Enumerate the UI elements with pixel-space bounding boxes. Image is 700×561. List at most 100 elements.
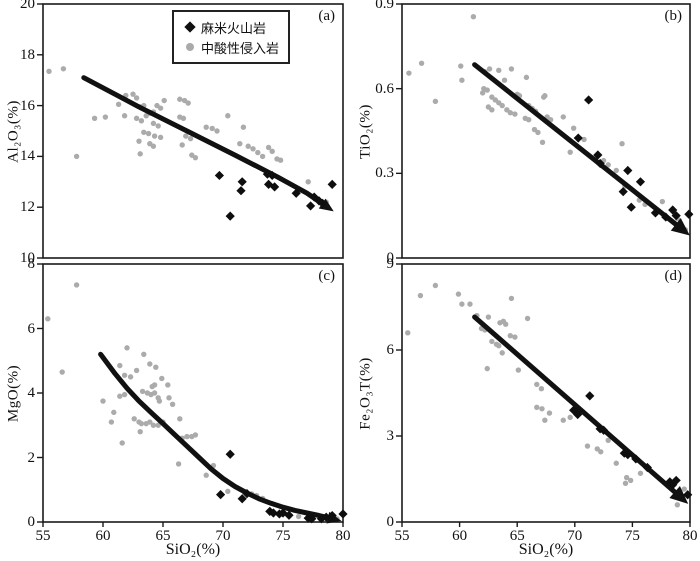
x-tick-label-d: 75 xyxy=(624,528,640,544)
data-point-intrusive xyxy=(507,109,513,116)
data-point-intrusive xyxy=(203,124,209,130)
data-point-intrusive xyxy=(166,395,172,401)
data-point-intrusive xyxy=(613,167,619,174)
data-point-intrusive xyxy=(180,115,187,122)
data-point-intrusive xyxy=(73,153,80,160)
data-point-intrusive xyxy=(560,417,566,423)
data-point-intrusive xyxy=(489,107,495,113)
data-point-volcanic xyxy=(642,462,652,473)
data-point-intrusive xyxy=(185,100,191,106)
legend-label: 麻米火山岩 xyxy=(201,20,267,36)
data-point-volcanic xyxy=(316,514,326,524)
panel-border-d xyxy=(401,263,691,523)
corner-label-a: (a) xyxy=(318,8,335,24)
data-point-intrusive xyxy=(151,133,158,139)
data-point-intrusive xyxy=(507,332,513,339)
data-point-intrusive xyxy=(192,432,199,438)
legend-item-volcanic: 麻米火山岩 xyxy=(183,17,280,37)
data-point-intrusive xyxy=(405,330,411,336)
corner-label-d: (d) xyxy=(664,268,683,284)
data-point-intrusive xyxy=(73,282,80,288)
data-point-intrusive xyxy=(150,120,157,127)
data-point-intrusive xyxy=(259,153,266,160)
data-point-intrusive xyxy=(524,315,531,322)
trend-arrowhead-d xyxy=(669,485,689,504)
data-point-intrusive xyxy=(560,114,566,120)
diamond-marker-icon xyxy=(183,21,197,33)
y-tick-label-d: 0 xyxy=(386,514,395,530)
data-point-intrusive xyxy=(136,138,142,144)
data-point-intrusive xyxy=(108,419,115,425)
data-point-intrusive xyxy=(538,386,545,392)
data-point-intrusive xyxy=(137,429,143,435)
x-tick-label-d: 55 xyxy=(394,528,410,544)
panel-border-b xyxy=(401,3,691,259)
y-tick-label-a: 20 xyxy=(20,0,35,12)
data-point-intrusive xyxy=(499,350,505,356)
data-point-intrusive xyxy=(192,154,199,161)
data-point-intrusive xyxy=(455,291,462,297)
x-tick-label-d: 65 xyxy=(509,528,525,544)
data-point-intrusive xyxy=(91,115,98,122)
y-tick-label-c: 8 xyxy=(27,256,36,272)
data-point-intrusive xyxy=(613,460,619,466)
data-point-intrusive xyxy=(459,77,465,83)
data-point-intrusive xyxy=(250,146,256,152)
data-point-volcanic xyxy=(585,391,595,401)
data-point-volcanic xyxy=(225,449,235,459)
data-point-intrusive xyxy=(659,198,666,205)
data-point-intrusive xyxy=(102,114,109,120)
x-axis-title-c: SiO₂(%) xyxy=(165,541,221,558)
data-point-intrusive xyxy=(484,87,490,93)
data-point-intrusive xyxy=(138,118,145,124)
data-point-intrusive xyxy=(598,449,604,455)
data-point-intrusive xyxy=(619,141,625,147)
data-point-volcanic xyxy=(214,170,224,181)
x-tick-label-c: 80 xyxy=(335,528,351,544)
data-point-intrusive xyxy=(508,295,515,302)
x-tick-label-c: 65 xyxy=(155,528,171,544)
data-point-intrusive xyxy=(139,388,146,395)
data-point-intrusive xyxy=(155,422,161,428)
data-point-volcanic xyxy=(623,450,633,460)
data-point-intrusive xyxy=(605,437,611,443)
data-point-intrusive xyxy=(459,301,465,307)
data-point-intrusive xyxy=(169,401,176,407)
data-point-intrusive xyxy=(145,130,152,137)
legend: 麻米火山岩 中酸性侵入岩 xyxy=(172,10,290,64)
data-point-volcanic xyxy=(267,170,277,181)
data-point-volcanic xyxy=(262,169,272,179)
x-tick-label-c: 60 xyxy=(95,528,111,544)
data-point-intrusive xyxy=(157,105,164,111)
data-point-intrusive xyxy=(60,66,67,72)
data-point-intrusive xyxy=(484,365,490,372)
data-point-intrusive xyxy=(124,345,130,351)
y-tick-label-d: 3 xyxy=(386,428,395,444)
y-axis-title-a: Al₂O₃(%) xyxy=(5,100,22,163)
data-point-volcanic xyxy=(595,424,605,434)
data-point-intrusive xyxy=(501,77,508,83)
x-tick-label-d: 80 xyxy=(682,528,698,544)
data-point-intrusive xyxy=(546,410,553,416)
data-point-intrusive xyxy=(567,414,573,421)
trend-arrow-line-c xyxy=(98,351,333,521)
data-point-intrusive xyxy=(406,70,412,76)
data-point-intrusive xyxy=(496,343,502,349)
data-point-intrusive xyxy=(265,144,272,151)
data-point-volcanic xyxy=(307,514,317,524)
data-point-volcanic xyxy=(665,477,675,487)
data-point-volcanic xyxy=(684,209,694,219)
data-point-intrusive xyxy=(161,97,167,104)
data-point-intrusive xyxy=(179,142,185,148)
data-point-intrusive xyxy=(183,133,189,139)
data-point-intrusive xyxy=(133,367,140,374)
data-point-volcanic xyxy=(268,508,278,518)
data-point-volcanic xyxy=(573,409,583,420)
data-point-intrusive xyxy=(486,66,493,72)
y-tick-label-c: 4 xyxy=(27,385,36,401)
data-point-volcanic xyxy=(270,182,280,192)
y-tick-label-a: 18 xyxy=(20,46,35,63)
data-point-volcanic xyxy=(237,177,247,187)
data-point-volcanic xyxy=(668,480,678,490)
